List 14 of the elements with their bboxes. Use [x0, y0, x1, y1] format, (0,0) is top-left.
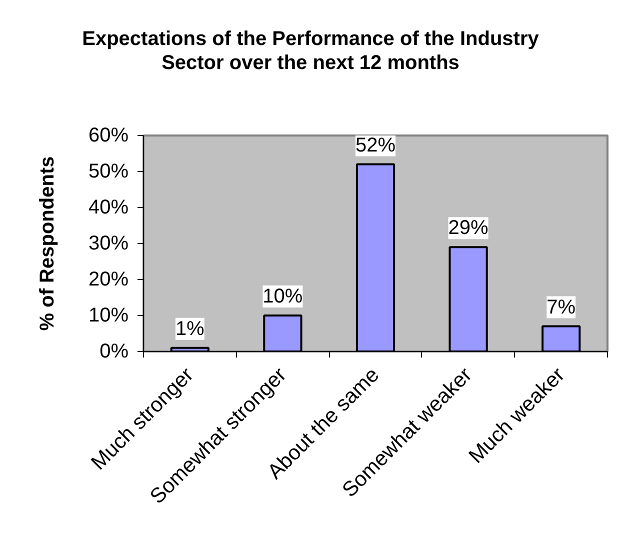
data-label: 10% [262, 286, 303, 308]
y-tick-label: 0% [100, 340, 129, 362]
y-tick-label: 10% [88, 304, 129, 326]
data-label: 1% [175, 318, 205, 340]
y-tick-label: 20% [88, 268, 129, 290]
data-label: 52% [355, 134, 396, 156]
y-tick-label: 50% [88, 160, 129, 182]
data-label: 29% [448, 217, 489, 240]
data-label: 7% [546, 296, 576, 318]
chart-title: Expectations of the Performance of the Industry Sector over the next 12 months [82, 27, 539, 75]
y-tick-label: 30% [88, 232, 129, 254]
y-tick-label: 60% [88, 124, 129, 146]
y-axis-title: % of Respondents [36, 156, 58, 331]
y-tick-label: 40% [88, 196, 129, 218]
